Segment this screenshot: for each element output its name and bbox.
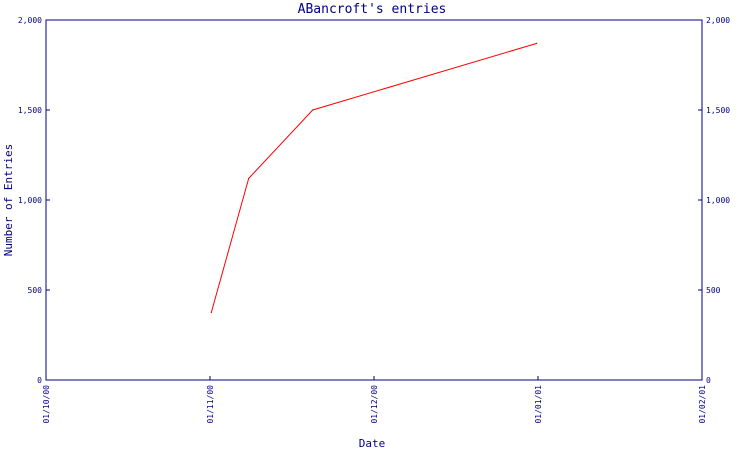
y-axis-label: Number of Entries bbox=[2, 144, 15, 257]
x-axis-label: Date bbox=[359, 437, 386, 450]
y-tick-label-left: 1,000 bbox=[18, 196, 42, 205]
data-point bbox=[210, 311, 212, 314]
series-line bbox=[210, 42, 537, 313]
y-tick-label-right: 1,000 bbox=[706, 196, 730, 205]
x-tick-label: 01/11/00 bbox=[206, 385, 215, 424]
plot-frame bbox=[45, 19, 703, 381]
x-tick-label: 01/12/00 bbox=[370, 385, 379, 424]
y-tick-label-right: 500 bbox=[706, 286, 721, 295]
y-tick-label-left: 500 bbox=[28, 286, 43, 295]
data-point bbox=[536, 42, 538, 45]
y-tick-label-right: 0 bbox=[706, 376, 711, 385]
y-tick-label-right: 2,000 bbox=[706, 16, 730, 25]
data-point bbox=[312, 109, 314, 111]
x-tick-label: 01/10/00 bbox=[42, 385, 51, 424]
chart-title: ABancroft's entries bbox=[298, 2, 447, 17]
data-point bbox=[248, 177, 250, 179]
y-tick-label-left: 0 bbox=[37, 376, 42, 385]
y-tick-label-left: 2,000 bbox=[18, 16, 42, 25]
x-tick-label: 01/01/01 bbox=[534, 385, 543, 424]
y-tick-label-left: 1,500 bbox=[18, 106, 42, 115]
x-tick-label: 01/02/01 bbox=[698, 385, 707, 424]
y-tick-label-right: 1,500 bbox=[706, 106, 730, 115]
plot-layer: 0 0 500 500 1,000 1,000 1,500 1,500 2,000 2,000 01… bbox=[18, 16, 730, 424]
